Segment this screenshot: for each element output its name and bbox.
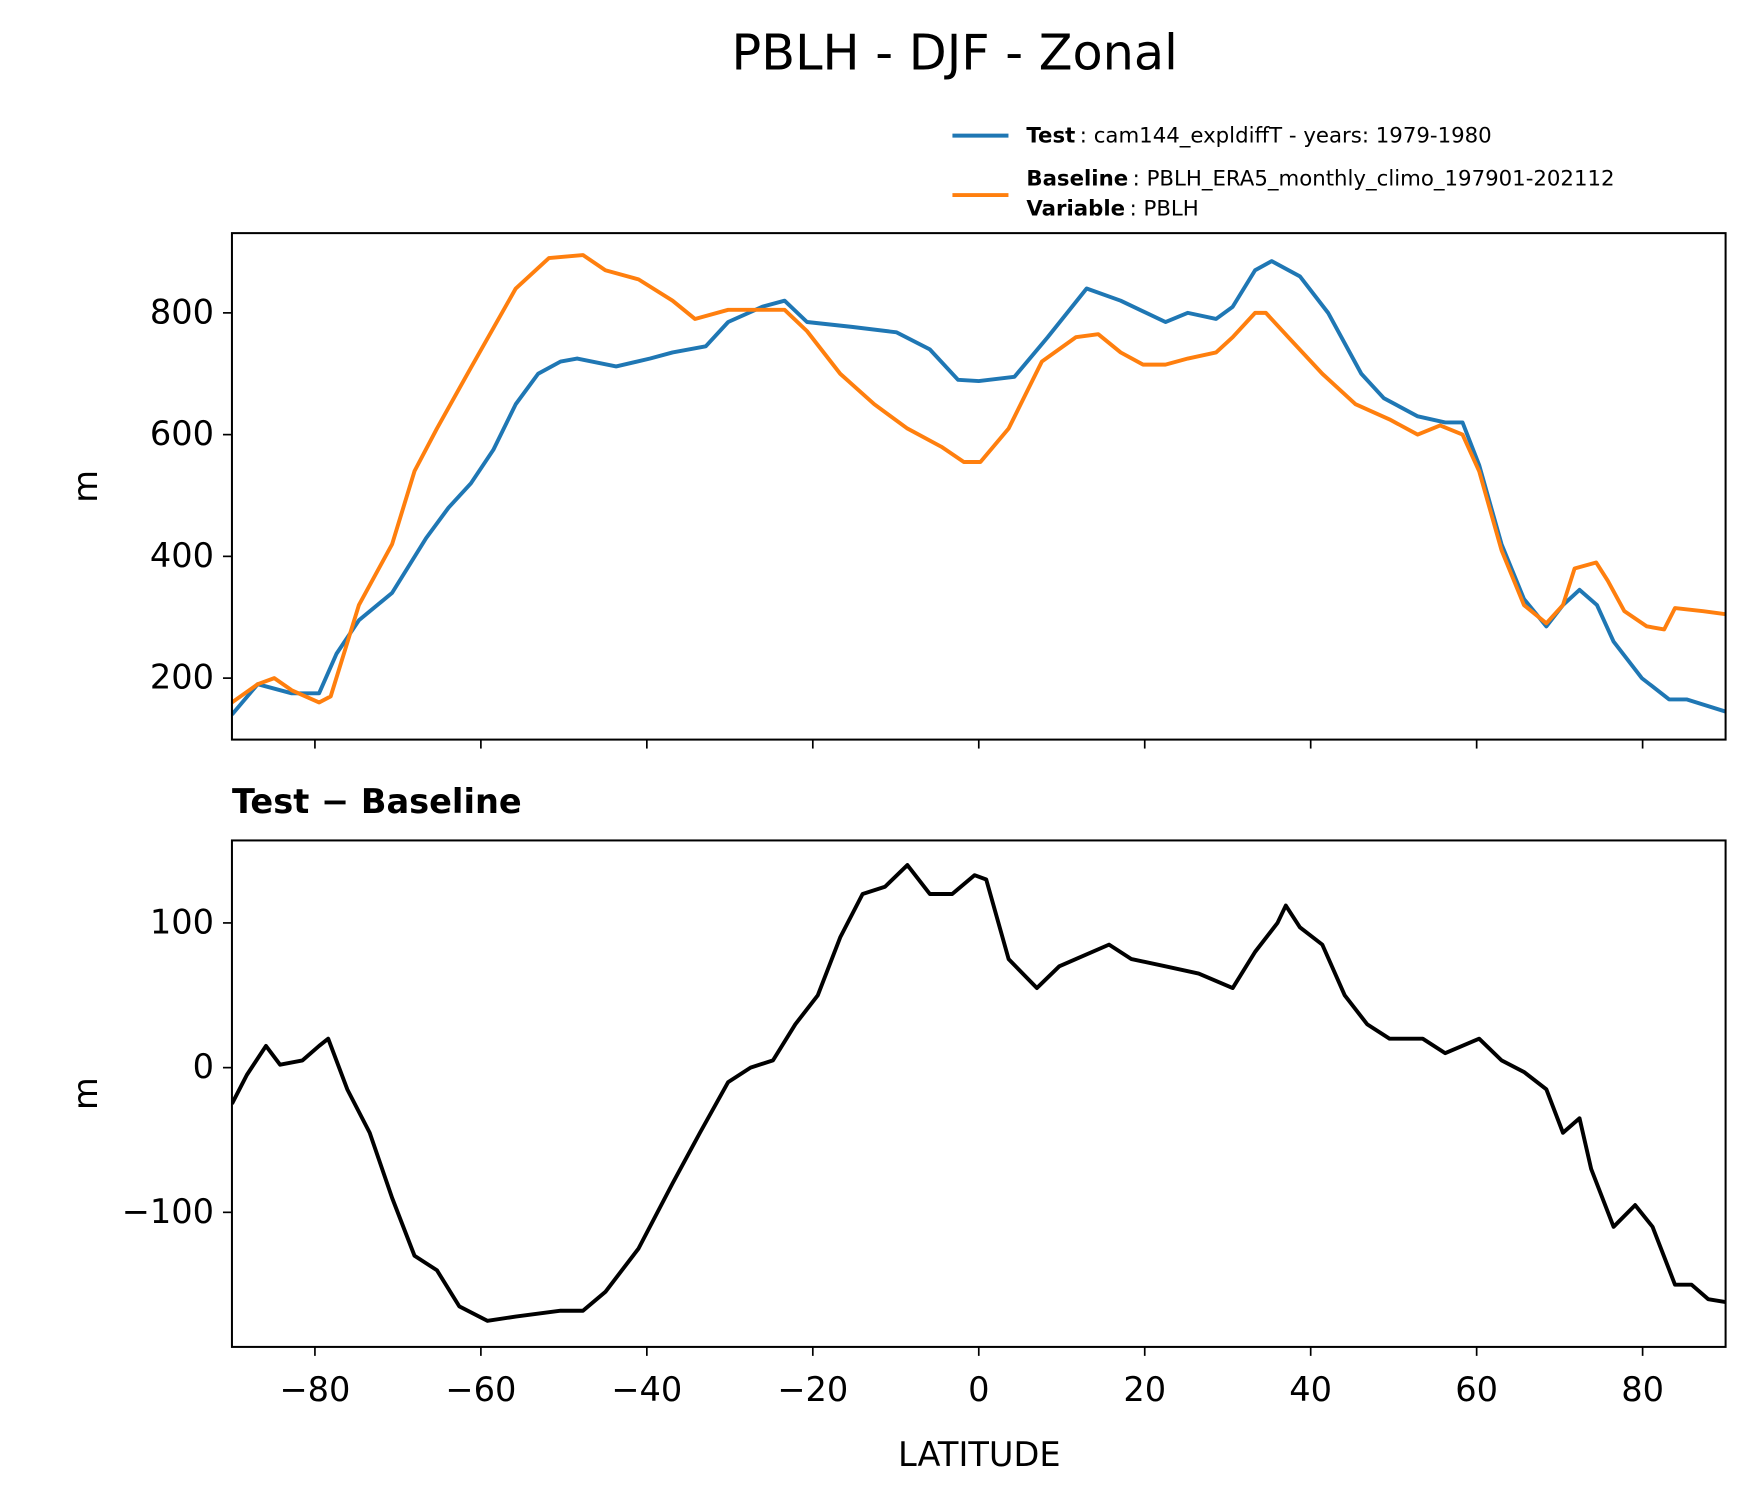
y-tick-label: −100 bbox=[122, 1192, 214, 1231]
x-tick-label: 40 bbox=[1289, 1370, 1332, 1409]
data-line bbox=[231, 259, 1726, 716]
legend-entry: Baseline: PBLH_ERA5_monthly_climo_197901… bbox=[1026, 166, 1614, 191]
data-line bbox=[231, 863, 1726, 1323]
axes-frame bbox=[230, 232, 1727, 741]
y-tick-label: 0 bbox=[193, 1047, 214, 1086]
figure-title: PBLH - DJF - Zonal bbox=[732, 24, 1178, 82]
subplot-title: Test − Baseline bbox=[232, 782, 522, 821]
axes-frame bbox=[230, 839, 1727, 1348]
x-tick-label: −40 bbox=[611, 1370, 682, 1409]
data-line bbox=[231, 253, 1726, 705]
y-axis-label: m bbox=[66, 1077, 105, 1110]
legend: Test: cam144_expldiffT - years: 1979-198… bbox=[952, 124, 1615, 222]
x-tick-label: 0 bbox=[968, 1370, 989, 1409]
x-tick-label: −60 bbox=[445, 1370, 516, 1409]
y-axis-label: m bbox=[66, 470, 105, 503]
y-tick-label: 200 bbox=[150, 658, 214, 697]
y-tick-label: 800 bbox=[150, 292, 214, 331]
legend-entry: Variable: PBLH bbox=[1026, 197, 1198, 222]
legend-label: Baseline bbox=[1026, 166, 1128, 191]
legend-text: : PBLH bbox=[1130, 197, 1199, 222]
y-tick-label: 400 bbox=[150, 536, 214, 575]
y-tick-label: 100 bbox=[150, 903, 214, 942]
x-tick-label: 20 bbox=[1123, 1370, 1166, 1409]
x-tick-label: 60 bbox=[1455, 1370, 1498, 1409]
legend-entry: Test: cam144_expldiffT - years: 1979-198… bbox=[1026, 124, 1491, 149]
y-tick-label: 600 bbox=[150, 414, 214, 453]
x-tick-label: −80 bbox=[279, 1370, 350, 1409]
legend-label: Variable bbox=[1026, 197, 1125, 222]
legend-text: : cam144_expldiffT - years: 1979-1980 bbox=[1080, 124, 1492, 149]
legend-label: Test bbox=[1026, 124, 1075, 149]
x-tick-label: −20 bbox=[777, 1370, 848, 1409]
x-tick-label: 80 bbox=[1621, 1370, 1664, 1409]
x-axis-label: LATITUDE bbox=[898, 1435, 1061, 1474]
legend-text: : PBLH_ERA5_monthly_climo_197901-202112 bbox=[1133, 166, 1615, 191]
